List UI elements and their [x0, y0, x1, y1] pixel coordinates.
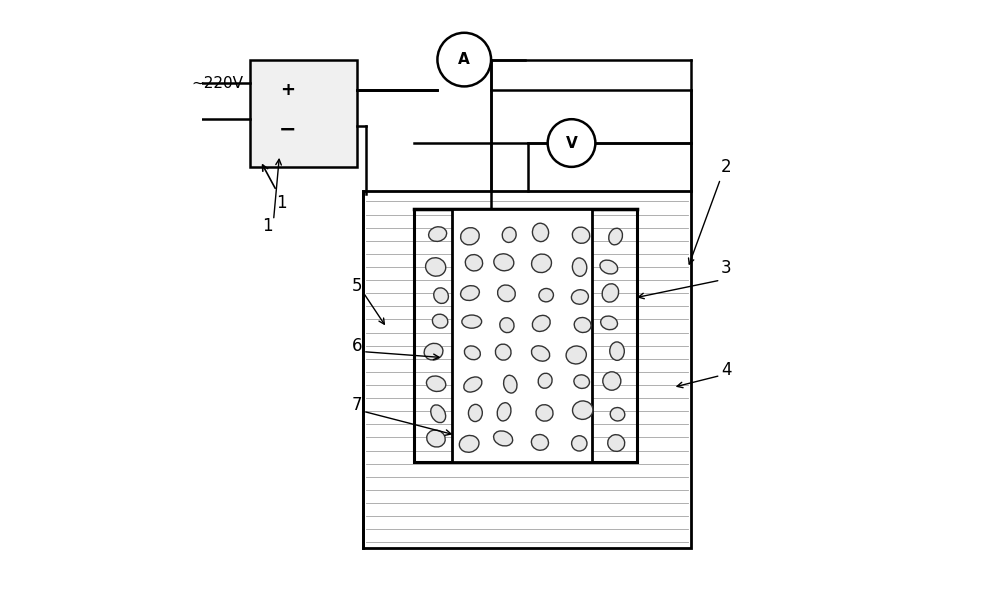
Ellipse shape: [426, 257, 446, 276]
Ellipse shape: [600, 260, 618, 274]
Ellipse shape: [432, 314, 448, 328]
Ellipse shape: [498, 285, 515, 302]
Text: 4: 4: [721, 361, 732, 378]
Ellipse shape: [465, 254, 483, 271]
Ellipse shape: [532, 254, 551, 272]
Text: 2: 2: [721, 158, 732, 176]
Ellipse shape: [504, 375, 517, 393]
Ellipse shape: [497, 403, 511, 421]
Ellipse shape: [603, 372, 621, 390]
Ellipse shape: [464, 377, 482, 392]
Ellipse shape: [574, 375, 589, 389]
Text: 6: 6: [352, 337, 362, 355]
Ellipse shape: [494, 254, 514, 271]
Ellipse shape: [608, 434, 625, 451]
Ellipse shape: [468, 404, 482, 421]
Ellipse shape: [426, 376, 446, 392]
Text: 1: 1: [262, 218, 273, 235]
Bar: [452, 209, 592, 462]
Ellipse shape: [461, 285, 479, 300]
Ellipse shape: [531, 434, 548, 450]
Ellipse shape: [502, 227, 516, 243]
Text: A: A: [458, 52, 470, 67]
Circle shape: [437, 33, 491, 86]
Ellipse shape: [539, 288, 553, 302]
Bar: [363, 191, 691, 548]
Bar: [414, 209, 637, 462]
Ellipse shape: [571, 290, 588, 304]
Ellipse shape: [494, 431, 513, 446]
Text: +: +: [280, 80, 295, 99]
Text: 7: 7: [352, 396, 362, 414]
Ellipse shape: [462, 315, 482, 328]
Text: V: V: [566, 135, 577, 151]
Ellipse shape: [431, 405, 446, 423]
Ellipse shape: [434, 288, 448, 303]
Ellipse shape: [574, 318, 591, 333]
Ellipse shape: [531, 346, 550, 361]
Ellipse shape: [538, 373, 552, 388]
Text: 1: 1: [277, 194, 287, 212]
Ellipse shape: [601, 316, 617, 330]
Text: 3: 3: [721, 259, 732, 277]
Ellipse shape: [566, 346, 586, 364]
Ellipse shape: [572, 436, 587, 451]
Circle shape: [548, 119, 595, 167]
Ellipse shape: [424, 343, 443, 360]
Ellipse shape: [464, 346, 480, 360]
Text: −: −: [278, 119, 296, 139]
Ellipse shape: [610, 342, 624, 361]
Ellipse shape: [461, 228, 479, 245]
Ellipse shape: [429, 226, 447, 241]
Bar: [250, 60, 357, 167]
Ellipse shape: [495, 344, 511, 360]
Ellipse shape: [609, 228, 622, 245]
Ellipse shape: [500, 318, 514, 333]
Ellipse shape: [572, 227, 590, 243]
Text: 5: 5: [352, 277, 362, 295]
Ellipse shape: [602, 284, 619, 302]
Ellipse shape: [573, 401, 593, 420]
Ellipse shape: [532, 315, 550, 331]
Text: ~220V: ~220V: [192, 76, 244, 91]
Ellipse shape: [459, 436, 479, 452]
Ellipse shape: [572, 258, 587, 277]
Ellipse shape: [532, 224, 549, 241]
Ellipse shape: [427, 430, 445, 447]
Ellipse shape: [536, 405, 553, 421]
Ellipse shape: [610, 408, 625, 421]
